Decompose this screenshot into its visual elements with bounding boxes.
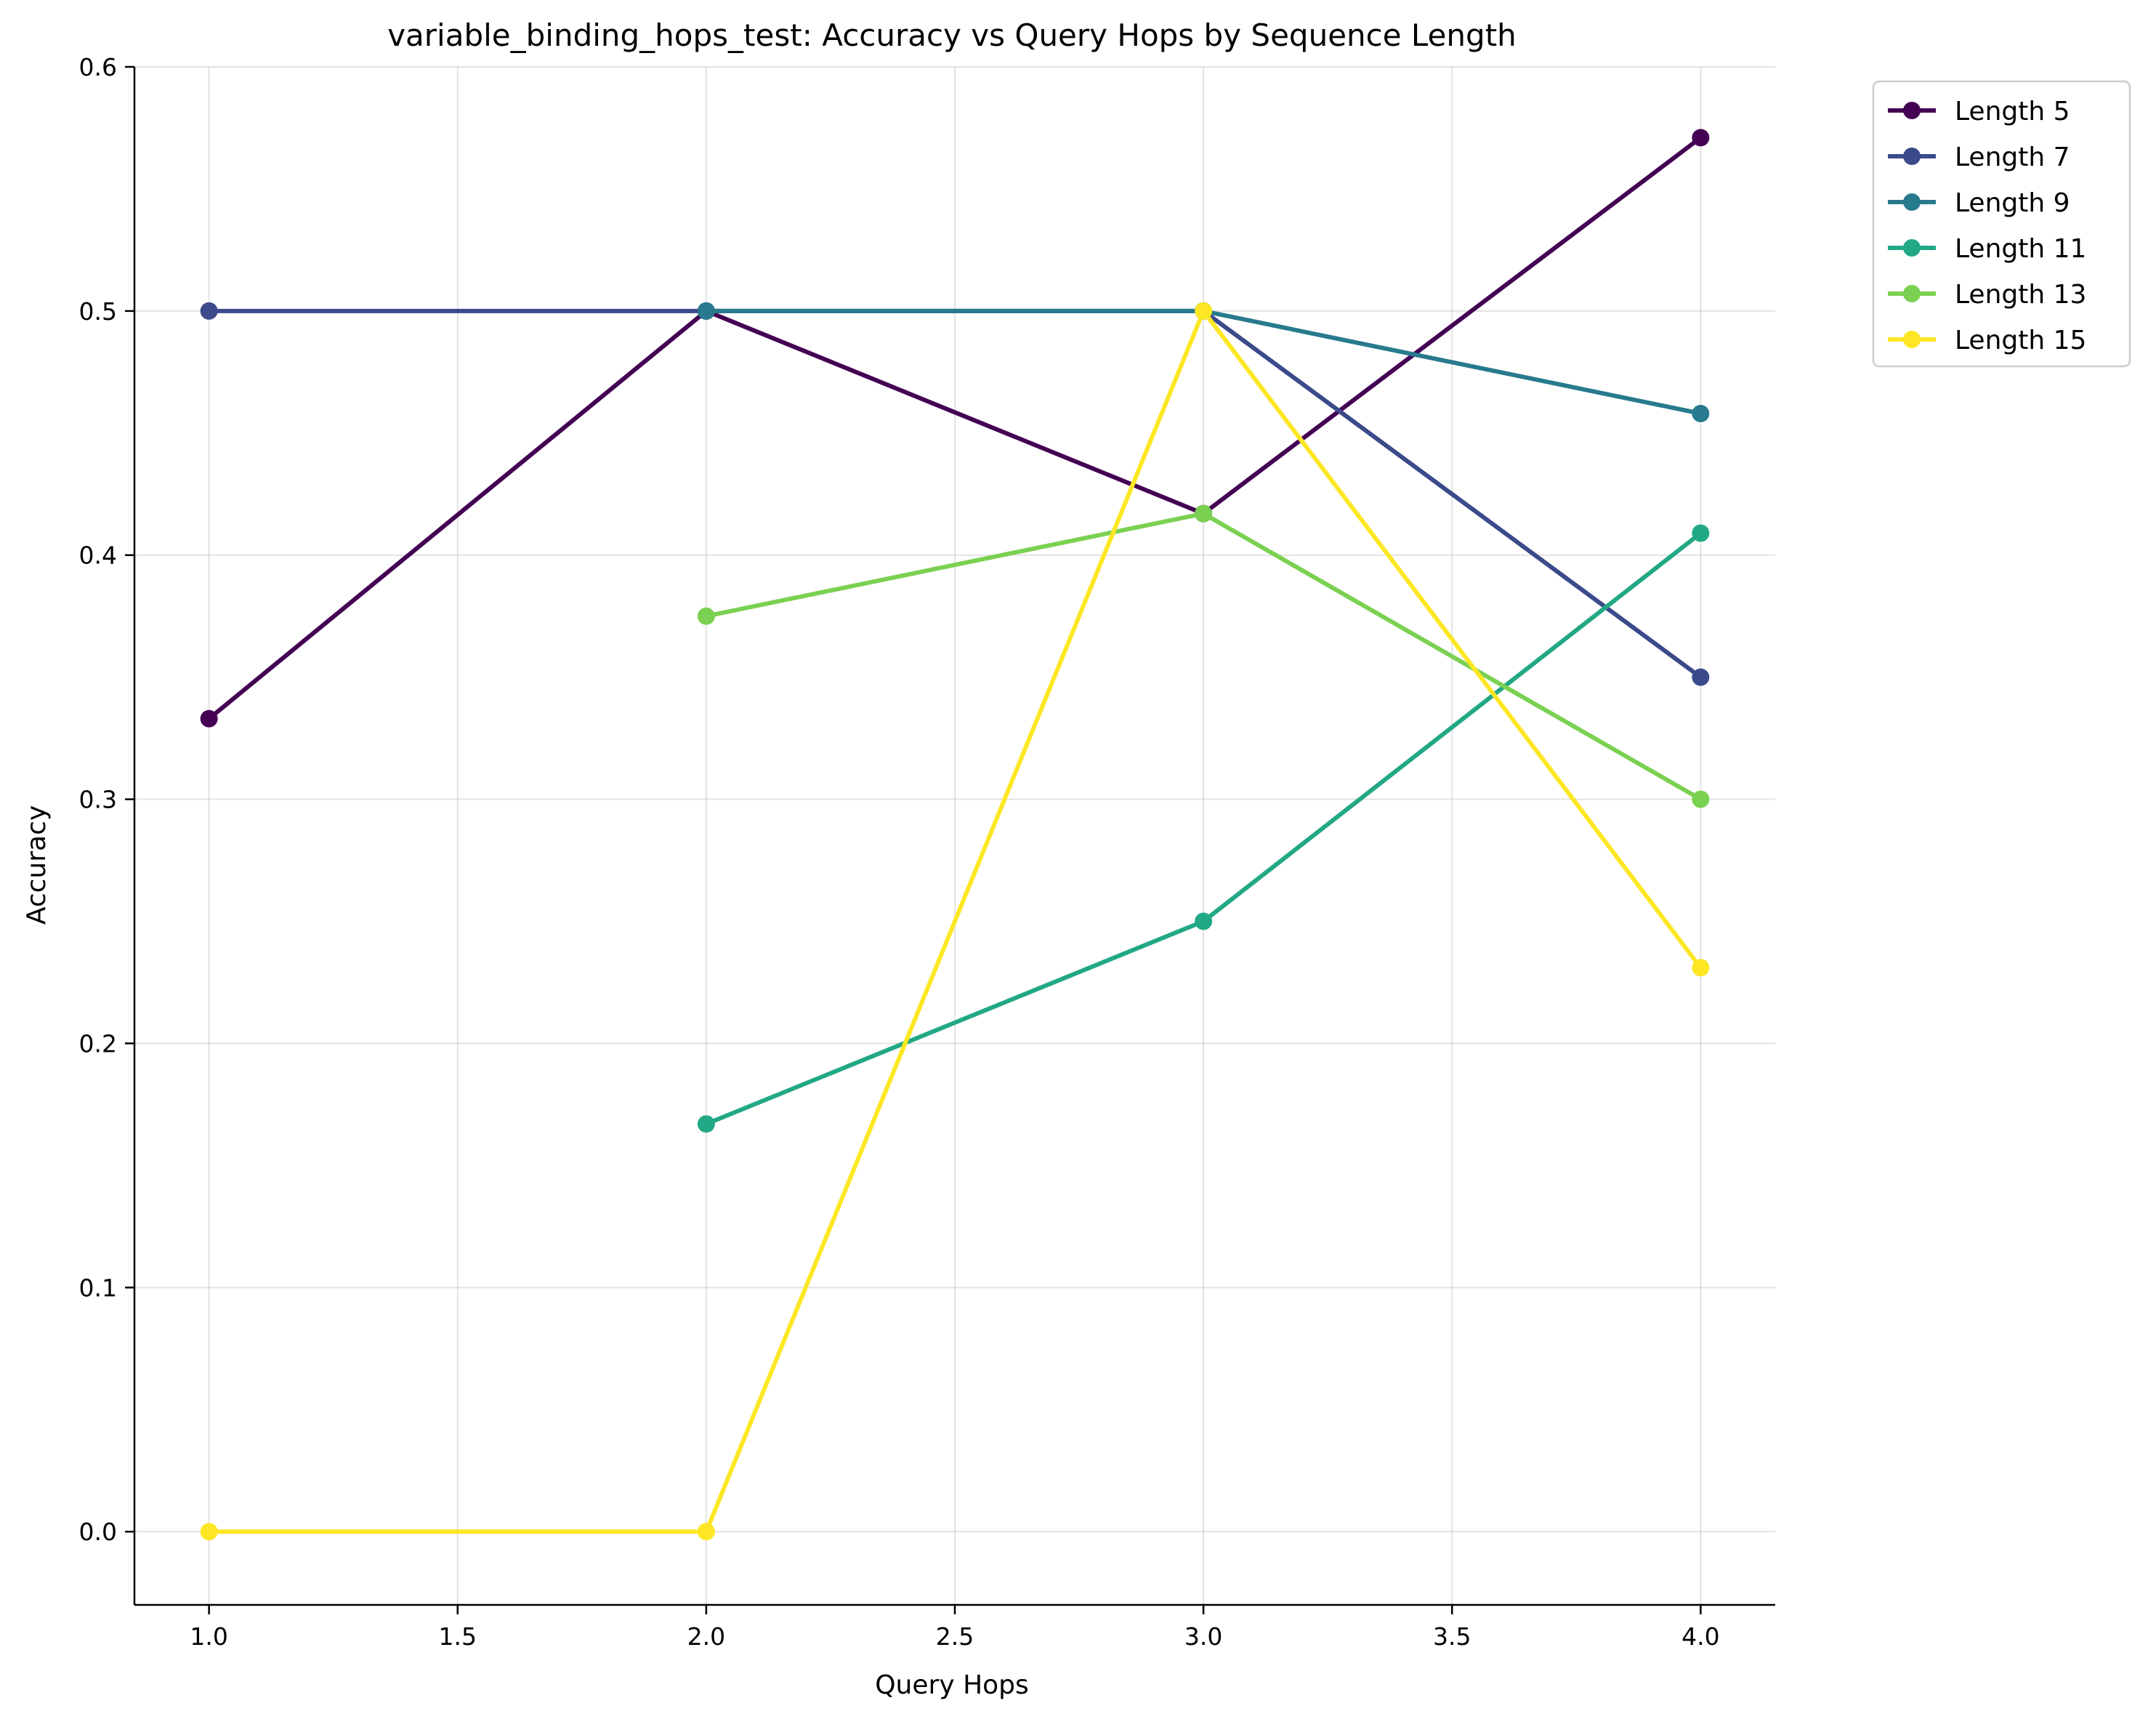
y-tick-label: 0.6 bbox=[79, 53, 117, 81]
data-point-length-7 bbox=[1692, 668, 1710, 686]
data-point-length-15 bbox=[200, 1523, 218, 1541]
data-point-length-13 bbox=[1195, 504, 1213, 523]
data-point-length-9 bbox=[1692, 404, 1710, 422]
legend-swatch-marker bbox=[1903, 239, 1921, 257]
series-length-11 bbox=[697, 524, 1710, 1133]
y-tick-label: 0.5 bbox=[79, 297, 117, 326]
data-point-length-15 bbox=[1692, 959, 1710, 977]
series-length-15 bbox=[200, 302, 1710, 1541]
data-point-length-13 bbox=[697, 607, 715, 625]
data-point-length-11 bbox=[1692, 524, 1710, 542]
data-point-length-11 bbox=[697, 1115, 715, 1133]
axes: 1.0 1.5 2.0 2.5 3.0 3.5 4.0 0.0 0.1 0.2 0.3 0.4 0.5 0… bbox=[79, 53, 1775, 1651]
legend-swatch-marker bbox=[1903, 193, 1921, 211]
legend-swatch-marker bbox=[1903, 102, 1921, 119]
series-length-13 bbox=[697, 504, 1710, 808]
legend-item-length-9: Length 9 bbox=[1888, 188, 2070, 218]
legend-item-length-5: Length 5 bbox=[1888, 97, 2070, 126]
chart-title: variable_binding_hops_test: Accuracy vs … bbox=[387, 17, 1517, 53]
x-axis-label: Query Hops bbox=[875, 1670, 1029, 1700]
legend-label: Length 7 bbox=[1955, 142, 2070, 172]
legend: Length 5 Length 7 Length 9 Length 11 Length … bbox=[1872, 80, 2131, 368]
x-tick-label: 4.0 bbox=[1681, 1622, 1719, 1651]
legend-frame bbox=[1872, 80, 2131, 368]
data-point-length-11 bbox=[1195, 912, 1213, 930]
legend-label: Length 5 bbox=[1955, 97, 2070, 126]
legend-swatch-marker bbox=[1903, 331, 1921, 348]
legend-item-length-13: Length 13 bbox=[1888, 280, 2086, 310]
x-tick-label: 1.5 bbox=[439, 1622, 477, 1651]
legend-swatch-marker bbox=[1903, 285, 1921, 302]
data-point-length-5 bbox=[1692, 129, 1710, 147]
y-tick-label: 0.1 bbox=[79, 1273, 117, 1302]
data-point-length-13 bbox=[1692, 790, 1710, 808]
y-tick-label: 0.3 bbox=[79, 786, 117, 814]
legend-label: Length 13 bbox=[1955, 280, 2086, 310]
x-tick-label: 2.5 bbox=[936, 1622, 974, 1651]
y-tick-label: 0.0 bbox=[79, 1518, 117, 1546]
series-line-length-5 bbox=[207, 136, 1703, 721]
x-tick-label: 1.0 bbox=[190, 1622, 227, 1651]
series-line-length-15 bbox=[209, 308, 1703, 1534]
legend-swatch-marker bbox=[1903, 148, 1921, 165]
data-point-length-9 bbox=[697, 302, 715, 320]
y-tick-label: 0.2 bbox=[79, 1029, 117, 1058]
data-point-length-7 bbox=[200, 302, 218, 320]
data-point-length-5 bbox=[200, 709, 218, 728]
x-tick-label: 3.0 bbox=[1184, 1622, 1222, 1651]
legend-item-length-7: Length 7 bbox=[1888, 142, 2070, 172]
y-tick-label: 0.4 bbox=[79, 542, 117, 570]
legend-label: Length 11 bbox=[1955, 234, 2086, 264]
legend-item-length-11: Length 11 bbox=[1888, 234, 2086, 264]
series-layer bbox=[200, 129, 1710, 1541]
x-tick-label: 3.5 bbox=[1433, 1622, 1471, 1651]
legend-label: Length 9 bbox=[1955, 188, 2070, 218]
data-point-length-15 bbox=[697, 1523, 715, 1541]
x-tick-label: 2.0 bbox=[687, 1622, 725, 1651]
data-point-length-15 bbox=[1195, 302, 1213, 320]
legend-item-length-15: Length 15 bbox=[1888, 326, 2086, 355]
y-axis-label: Accuracy bbox=[22, 805, 52, 925]
grid bbox=[134, 66, 1775, 1605]
legend-label: Length 15 bbox=[1955, 326, 2086, 355]
